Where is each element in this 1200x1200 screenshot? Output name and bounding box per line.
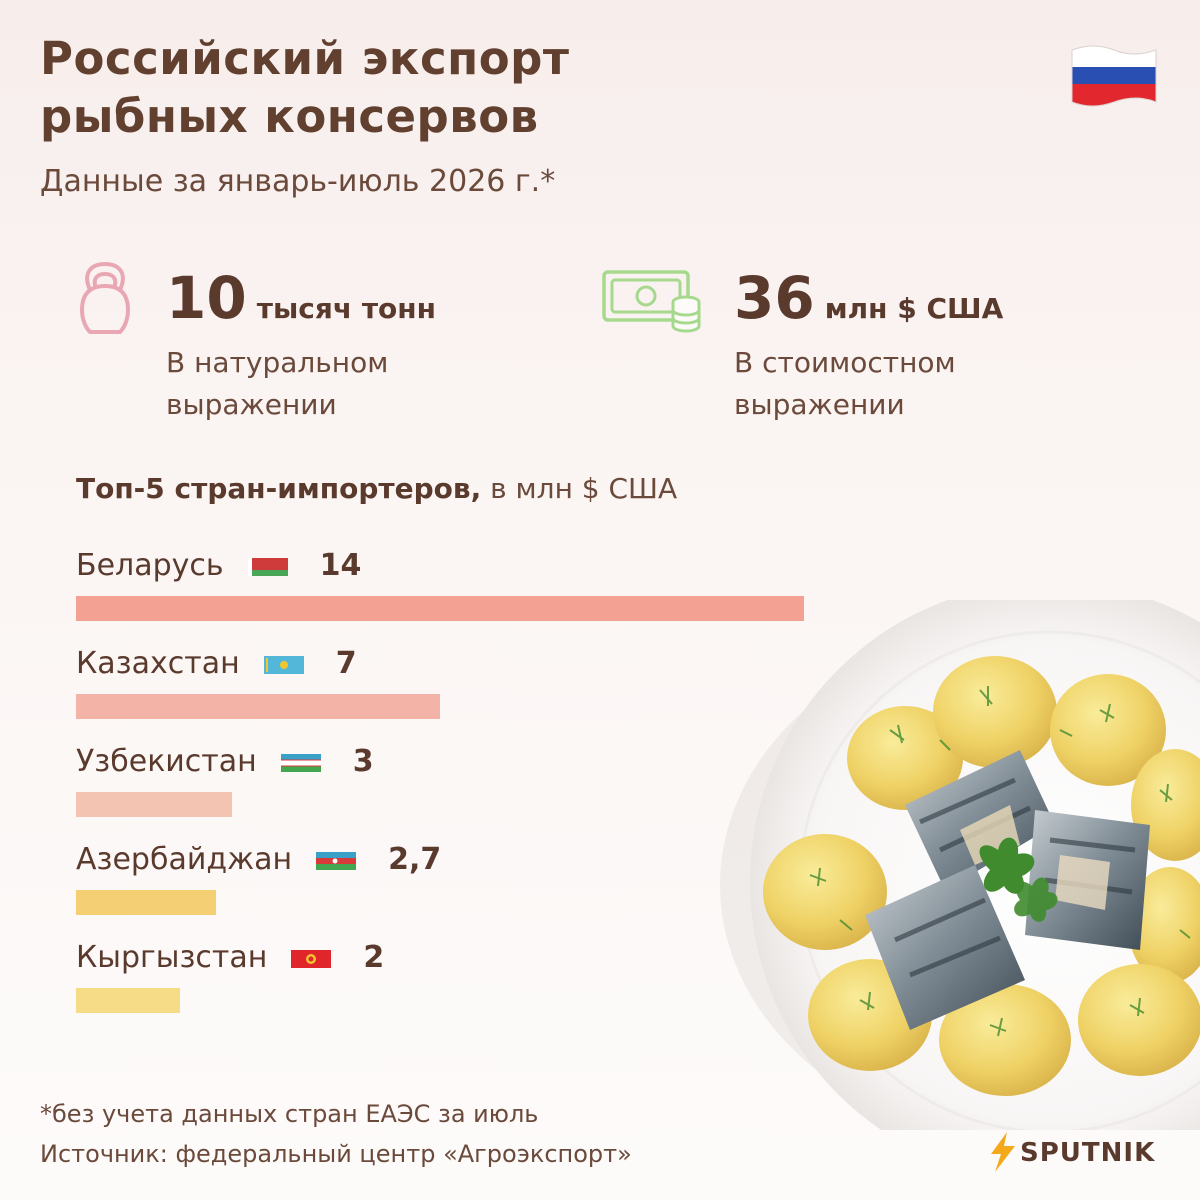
sputnik-logo-icon — [991, 1132, 1015, 1172]
category-label: Узбекистан — [76, 744, 257, 779]
bar — [76, 792, 232, 817]
value-label: 3 — [352, 744, 374, 779]
category-label: Казахстан — [76, 646, 240, 681]
chart-title: Топ-5 стран-импортеров, в млн $ США — [76, 472, 678, 505]
value-label: 2,7 — [388, 842, 442, 877]
value-label: 14 — [319, 548, 362, 583]
category-label: Азербайджан — [76, 842, 293, 877]
stat-value-value: 36 млн $ США — [734, 264, 1004, 332]
fish-potato-plate-image — [720, 600, 1200, 1130]
chart-unit-label: в млн $ США — [490, 472, 678, 505]
kyrgyzstan-flag-icon — [291, 950, 332, 968]
stat-value-desc: В стоимостном выражении — [734, 346, 956, 421]
value-label: 2 — [363, 940, 385, 975]
stat-weight-desc: В натуральном выражении — [166, 346, 389, 421]
page-title: Российский экспорт рыбных консервов — [40, 32, 570, 143]
belarus-flag-icon — [247, 558, 288, 576]
uzbekistan-flag-icon — [280, 754, 321, 772]
bar — [76, 596, 804, 621]
azerbaijan-flag-icon — [316, 852, 357, 870]
bar — [76, 694, 440, 719]
value-label: 7 — [335, 646, 357, 681]
stat-weight-unit: тысяч тонн — [256, 292, 436, 325]
footnote: *без учета данных стран ЕАЭС за июль — [40, 1100, 539, 1128]
bar — [76, 890, 216, 915]
kettlebell-icon — [79, 262, 131, 334]
brand-name: SPUTNIK — [1020, 1138, 1156, 1168]
category-label: Беларусь — [76, 548, 224, 583]
stat-weight-value: 10 тысяч тонн — [166, 264, 436, 332]
kazakhstan-flag-icon — [263, 656, 304, 674]
source-note: Источник: федеральный центр «Агроэкспорт… — [40, 1140, 632, 1168]
russia-flag-icon — [1071, 45, 1157, 107]
bar — [76, 988, 180, 1013]
stat-value-unit: млн $ США — [824, 292, 1004, 325]
category-label: Кыргызстан — [76, 940, 268, 975]
money-coins-icon — [602, 270, 701, 333]
page-subtitle: Данные за январь-июль 2026 г.* — [40, 164, 556, 199]
